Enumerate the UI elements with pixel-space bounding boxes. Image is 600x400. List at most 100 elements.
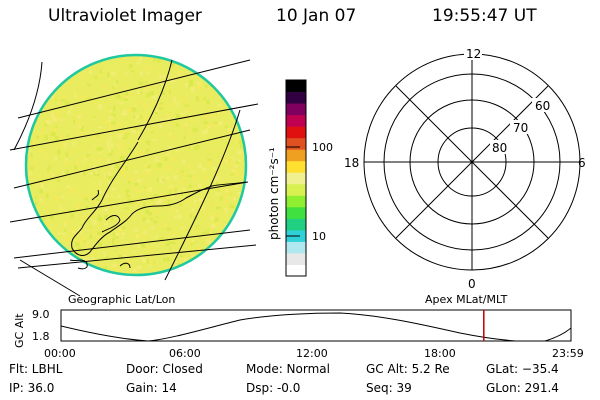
disk-pixel xyxy=(124,228,127,233)
disk-pixel xyxy=(35,160,39,165)
disk-pixel xyxy=(97,126,103,129)
disk-pixel xyxy=(111,216,114,221)
disk-pixel xyxy=(70,149,74,154)
disk-pixel xyxy=(170,142,174,146)
disk-pixel xyxy=(139,71,143,76)
disk-pixel xyxy=(80,222,84,227)
colorbar-band xyxy=(286,241,306,254)
disk-pixel xyxy=(128,167,133,170)
disk-pixel xyxy=(105,194,109,198)
disk-pixel xyxy=(98,147,103,152)
disk-pixel xyxy=(91,77,94,80)
colorbar-band xyxy=(286,195,306,208)
disk-pixel xyxy=(93,95,98,98)
disk-pixel xyxy=(109,62,114,65)
disk-pixel xyxy=(152,94,157,100)
disk-pixel xyxy=(45,193,49,199)
disk-pixel xyxy=(115,133,119,136)
disk-pixel xyxy=(46,119,52,125)
disk-pixel xyxy=(109,109,112,113)
disk-pixel xyxy=(107,204,111,208)
disk-pixel xyxy=(160,199,164,202)
disk-pixel xyxy=(103,183,108,188)
disk-pixel xyxy=(39,147,44,150)
disk-pixel xyxy=(143,95,147,100)
disk-pixel xyxy=(116,174,119,177)
disk-pixel xyxy=(78,140,82,146)
disk-pixel xyxy=(134,125,138,130)
disk-pixel xyxy=(118,99,123,102)
disk-pixel xyxy=(79,126,85,131)
disk-pixel xyxy=(158,200,162,204)
disk-pixel xyxy=(158,107,164,110)
disk-pixel xyxy=(205,93,209,98)
disk-pixel xyxy=(224,192,229,196)
disk-pixel xyxy=(193,202,196,207)
disk-pixel xyxy=(169,131,173,135)
disk-pixel xyxy=(126,149,131,152)
colorbar-band xyxy=(286,252,306,265)
disk-pixel xyxy=(95,87,98,91)
disk-pixel xyxy=(235,184,238,189)
disk-pixel xyxy=(127,134,131,139)
disk-pixel xyxy=(135,199,138,204)
disk-pixel xyxy=(66,134,69,138)
disk-pixel xyxy=(215,192,221,195)
disk-pixel xyxy=(135,203,140,208)
disk-pixel xyxy=(161,175,165,181)
colorbar-band xyxy=(286,183,306,196)
disk-pixel xyxy=(145,170,149,174)
disk-pixel xyxy=(173,241,176,245)
disk-pixel xyxy=(169,187,172,192)
disk-pixel xyxy=(46,123,49,128)
disk-pixel xyxy=(117,144,120,149)
disk-pixel xyxy=(127,180,131,184)
disk-pixel xyxy=(105,163,110,168)
disk-pixel xyxy=(63,238,69,242)
disk-pixel xyxy=(92,78,96,82)
disk-pixel xyxy=(211,122,216,126)
disk-pixel xyxy=(205,234,210,238)
disk-pixel xyxy=(73,120,76,124)
disk-pixel xyxy=(107,176,113,180)
disk-pixel xyxy=(112,267,117,272)
disk-pixel xyxy=(183,121,186,127)
disk-pixel xyxy=(228,158,232,162)
disk-pixel xyxy=(61,195,65,199)
disk-pixel xyxy=(180,97,185,101)
disk-pixel xyxy=(233,168,239,172)
disk-pixel xyxy=(179,180,185,184)
disk-pixel xyxy=(166,166,171,171)
disk-pixel xyxy=(186,106,190,109)
disk-pixel xyxy=(124,72,129,75)
disk-pixel xyxy=(76,252,79,255)
status-flt: Flt: LBHL xyxy=(9,362,63,376)
geographic-label: Geographic Lat/Lon xyxy=(68,293,175,306)
disk-pixel xyxy=(72,251,77,254)
disk-pixel xyxy=(26,158,30,164)
disk-pixel xyxy=(111,240,114,245)
disk-pixel xyxy=(56,156,61,160)
lat-line xyxy=(9,181,249,223)
disk-pixel xyxy=(144,254,147,259)
disk-pixel xyxy=(62,112,67,117)
disk-pixel xyxy=(212,179,216,183)
disk-pixel xyxy=(164,120,168,124)
disk-pixel xyxy=(139,263,143,267)
disk-pixel xyxy=(143,117,148,121)
disk-pixel xyxy=(115,236,119,239)
disk-pixel xyxy=(29,171,32,176)
disk-pixel xyxy=(103,222,109,226)
disk-pixel xyxy=(110,230,114,234)
disk-pixel xyxy=(218,135,221,138)
disk-pixel xyxy=(115,260,120,263)
colorbar-unit-label: photon cm⁻²s⁻¹ xyxy=(267,147,281,240)
disk-pixel xyxy=(156,206,161,211)
disk-pixel xyxy=(74,93,77,98)
disk-pixel xyxy=(97,194,101,197)
disk-pixel xyxy=(143,89,147,92)
disk-pixel xyxy=(134,182,139,186)
disk-pixel xyxy=(111,195,114,198)
disk-pixel xyxy=(35,207,41,210)
disk-pixel xyxy=(74,204,80,210)
